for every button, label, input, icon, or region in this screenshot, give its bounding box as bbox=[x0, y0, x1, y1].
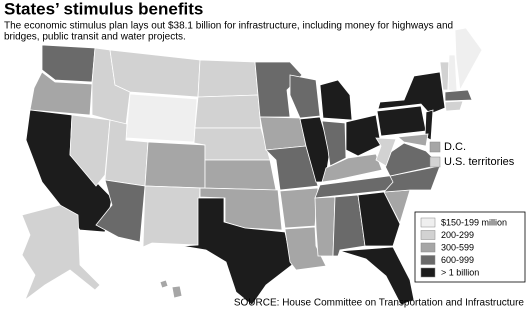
state bbox=[314, 196, 336, 257]
state bbox=[339, 246, 415, 306]
state bbox=[125, 93, 198, 143]
state bbox=[69, 114, 111, 187]
legend-label: $150-199 million bbox=[441, 217, 507, 227]
state bbox=[444, 100, 464, 112]
state bbox=[144, 141, 206, 189]
dc-swatch bbox=[429, 141, 441, 153]
state bbox=[397, 133, 429, 147]
state bbox=[181, 197, 293, 306]
state bbox=[377, 71, 446, 115]
subtitle: bridges, public transit and water projec… bbox=[4, 32, 186, 43]
state bbox=[197, 59, 259, 98]
state bbox=[265, 145, 319, 191]
state bbox=[345, 114, 382, 157]
state bbox=[29, 71, 93, 116]
state bbox=[279, 187, 319, 229]
state bbox=[319, 79, 353, 121]
legend: $150-199 million 200-299 300-599 600-999 > 1… bbox=[420, 217, 507, 278]
state bbox=[194, 94, 262, 129]
state bbox=[259, 116, 307, 151]
state bbox=[171, 285, 183, 299]
state bbox=[447, 54, 458, 93]
legend-label: > 1 billion bbox=[441, 267, 479, 277]
territories-swatch bbox=[429, 156, 441, 168]
legend-label: 600-999 bbox=[441, 255, 474, 265]
legend-swatch bbox=[420, 267, 436, 278]
state bbox=[21, 204, 101, 302]
state bbox=[159, 279, 169, 289]
state bbox=[424, 109, 434, 141]
state bbox=[289, 74, 321, 119]
state bbox=[454, 27, 483, 92]
territories-label: U.S. territories bbox=[444, 156, 515, 168]
title: States’ stimulus benefits bbox=[4, 0, 203, 18]
us-map bbox=[21, 27, 483, 306]
state bbox=[375, 137, 397, 167]
legend-swatch bbox=[420, 242, 436, 253]
legend-swatch bbox=[420, 217, 436, 228]
state bbox=[142, 185, 201, 248]
state bbox=[299, 116, 331, 183]
source: SOURCE: House Committee on Transportatio… bbox=[234, 298, 525, 309]
state bbox=[284, 226, 327, 271]
subtitle: The economic stimulus plan lays out $38.… bbox=[4, 21, 453, 32]
state bbox=[41, 44, 96, 83]
legend-swatch bbox=[420, 230, 436, 240]
state bbox=[204, 159, 277, 191]
state bbox=[109, 49, 201, 98]
state bbox=[357, 191, 401, 247]
state bbox=[193, 127, 271, 161]
state bbox=[376, 105, 427, 137]
dc-label: D.C. bbox=[444, 141, 466, 153]
legend-swatch bbox=[420, 255, 436, 265]
legend-label: 200-299 bbox=[441, 230, 474, 240]
legend-label: 300-599 bbox=[441, 242, 474, 252]
state bbox=[321, 120, 347, 167]
state bbox=[321, 153, 383, 183]
state bbox=[444, 89, 473, 102]
